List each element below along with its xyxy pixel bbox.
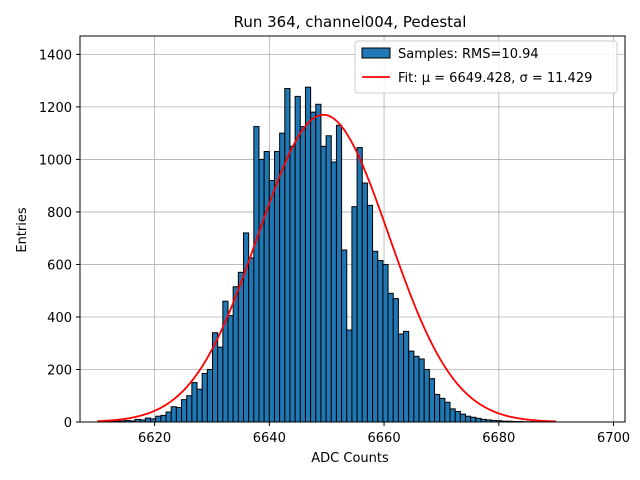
histogram-bar [408, 350, 415, 423]
histogram-bar [330, 161, 337, 423]
histogram-bar [248, 257, 255, 423]
histogram-bar [325, 135, 332, 423]
x-tick-label: 6680 [482, 431, 515, 446]
histogram-bar [449, 408, 456, 423]
histogram-bar [439, 397, 446, 423]
histogram-bar [465, 415, 472, 423]
histogram-bar [454, 410, 461, 423]
gaussian-fit-curve [97, 113, 557, 423]
legend-box [354, 40, 618, 94]
histogram-bar [428, 378, 436, 423]
histogram-bar [423, 368, 430, 423]
chart-title: Run 364, channel004, Pedestal [234, 13, 467, 31]
histogram-bar [165, 411, 172, 423]
histogram-bar [304, 86, 312, 423]
x-tick-label: 6660 [368, 431, 401, 446]
histogram-bar [366, 204, 374, 423]
histogram-bar [418, 358, 425, 423]
histogram-bar [273, 151, 281, 423]
y-axis-label: Entries [15, 207, 30, 253]
histogram-bar [175, 407, 183, 423]
histogram-bar [346, 329, 353, 423]
y-tick-label: 800 [47, 206, 72, 221]
histogram-bar [434, 393, 441, 423]
histogram-bar [191, 382, 198, 423]
histogram-bar [403, 330, 410, 423]
fit-curve-group [97, 113, 557, 423]
x-axis-label: ADC Counts [311, 451, 389, 466]
histogram-bar [341, 249, 348, 423]
histogram-bar [310, 111, 317, 423]
histogram-bar [475, 417, 482, 423]
histogram-bar [335, 124, 343, 423]
x-axis-ticks: 6620 6640 6660 6680 6700 [138, 422, 630, 446]
histogram-bar [186, 395, 193, 423]
histogram-bar [299, 126, 306, 423]
x-tick-label: 6700 [597, 431, 630, 446]
histogram-bar [351, 206, 358, 423]
histogram-bar [392, 298, 399, 423]
histogram-bar [289, 145, 296, 423]
y-tick-label: 0 [64, 416, 72, 431]
histogram-bar [196, 388, 203, 423]
histogram-bar [470, 416, 477, 423]
histogram-bar [413, 355, 420, 423]
y-tick-label: 1400 [39, 48, 72, 63]
histogram-bar [268, 179, 275, 423]
legend-histogram-swatch [361, 47, 391, 59]
x-tick-label: 6620 [138, 431, 171, 446]
histogram-bar [170, 406, 177, 423]
histogram-bar [253, 126, 260, 423]
histogram-bar [237, 271, 244, 423]
histogram-bar [181, 399, 188, 423]
y-tick-label: 400 [47, 311, 72, 326]
x-tick-label: 6640 [253, 431, 286, 446]
histogram-bar [315, 103, 322, 423]
histogram-bar [258, 158, 265, 423]
histogram-bar [232, 286, 239, 423]
histogram-bar [217, 346, 224, 423]
histogram-bars [108, 86, 549, 423]
histogram-bar [356, 147, 363, 423]
histogram-bar [160, 414, 167, 423]
histogram-bar [144, 417, 152, 423]
histogram-bar [284, 88, 291, 423]
histogram-bar [377, 260, 384, 423]
legend: Samples: RMS=10.94 Fit: μ = 6649.428, σ … [354, 40, 618, 94]
y-tick-label: 200 [47, 363, 72, 378]
histogram-bar [320, 145, 327, 423]
legend-label-fit: Fit: μ = 6649.428, σ = 11.429 [398, 71, 592, 86]
histogram-bar [155, 415, 162, 423]
histogram-bar [361, 182, 368, 423]
legend-label-samples: Samples: RMS=10.94 [398, 47, 539, 62]
histogram-bar [444, 401, 451, 423]
y-tick-label: 1000 [39, 153, 72, 168]
histogram-bar [263, 151, 270, 423]
histogram-bar [206, 368, 214, 423]
histogram-bar [459, 413, 467, 423]
y-tick-label: 600 [47, 258, 72, 273]
histogram-bar [382, 263, 389, 423]
histogram-bar [201, 372, 208, 423]
histogram-bar [294, 95, 301, 423]
plot-frame [79, 35, 626, 423]
histogram-bar [372, 250, 379, 423]
y-axis-ticks: 0 200 400 600 800 1000 1200 1400 [39, 48, 80, 431]
histogram-bar [227, 315, 234, 423]
histogram-bar [387, 292, 394, 423]
y-tick-label: 1200 [39, 101, 72, 116]
histogram-bar [397, 333, 405, 423]
